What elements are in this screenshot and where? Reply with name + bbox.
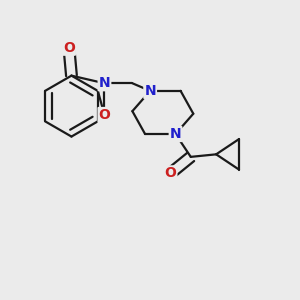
Text: N: N <box>170 127 181 141</box>
Text: N: N <box>144 84 156 98</box>
Text: O: O <box>63 41 75 55</box>
Text: N: N <box>99 76 110 90</box>
Text: O: O <box>164 167 176 180</box>
Text: O: O <box>98 108 110 122</box>
